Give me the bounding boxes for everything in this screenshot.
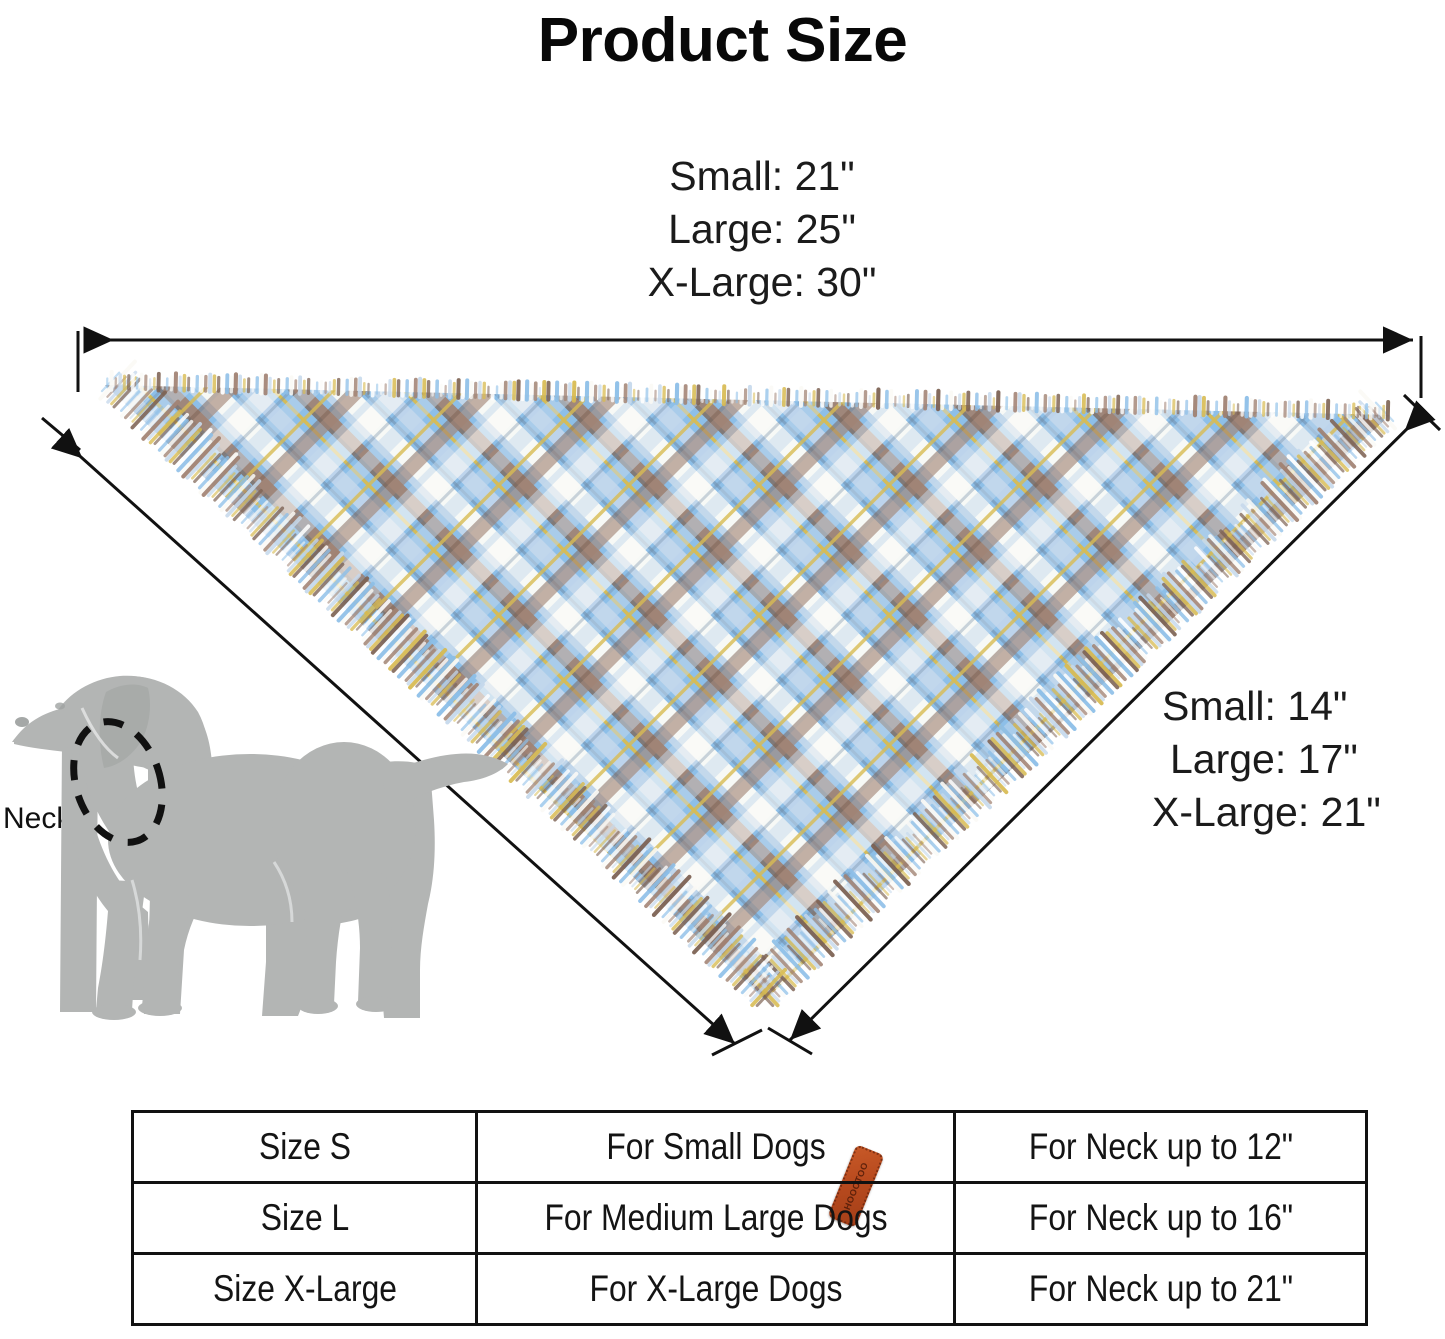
top-dimension-xlarge: X-Large: 30": [647, 259, 877, 305]
top-dimension-small: Small: 21": [669, 153, 855, 199]
top-dimension-large: Large: 25": [668, 206, 856, 252]
plaid-fabric: [105, 385, 1390, 1000]
plaid-bandana-graphic: [98, 359, 1397, 1008]
page-title: Product Size: [537, 6, 908, 75]
table-row: Size S For Small Dogs For Neck up to 12": [133, 1110, 1367, 1184]
cell-neck: For Neck up to 16": [982, 1181, 1339, 1255]
table-row: Size L For Medium Large Dogs For Neck up…: [133, 1181, 1367, 1255]
cell-dogs: For X-Large Dogs: [508, 1252, 923, 1326]
cell-neck: For Neck up to 21": [982, 1252, 1339, 1326]
cell-size: Size X-Large: [155, 1252, 454, 1326]
top-width-dimensions: Small: 21" Large: 25" X-Large: 30": [572, 150, 952, 309]
cell-dogs: For Small Dogs: [508, 1110, 923, 1184]
cell-size: Size L: [155, 1181, 454, 1255]
size-chart-table: Size S For Small Dogs For Neck up to 12"…: [131, 1110, 1368, 1326]
cell-neck: For Neck up to 12": [982, 1110, 1339, 1184]
cell-dogs: For Medium Large Dogs: [508, 1181, 923, 1255]
bandana-product-image: HOOOTOO: [60, 355, 1440, 1228]
cell-size: Size S: [155, 1110, 454, 1184]
table-row: Size X-Large For X-Large Dogs For Neck u…: [133, 1252, 1367, 1326]
